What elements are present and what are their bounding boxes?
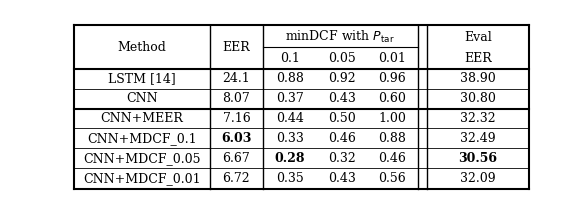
Text: EER: EER: [464, 52, 492, 65]
Text: 0.46: 0.46: [379, 152, 406, 165]
Text: 0.60: 0.60: [379, 92, 406, 105]
Text: 0.46: 0.46: [329, 132, 356, 145]
Text: 0.56: 0.56: [379, 172, 406, 185]
Text: 38.90: 38.90: [460, 72, 496, 85]
Text: Eval: Eval: [464, 31, 492, 44]
Text: 30.56: 30.56: [459, 152, 497, 165]
Text: EER: EER: [222, 40, 250, 54]
Text: 1.00: 1.00: [379, 112, 406, 125]
Text: 0.05: 0.05: [329, 52, 356, 65]
Text: 6.03: 6.03: [221, 132, 252, 145]
Text: 0.33: 0.33: [276, 132, 304, 145]
Text: 0.28: 0.28: [275, 152, 305, 165]
Text: 32.09: 32.09: [460, 172, 496, 185]
Text: 6.67: 6.67: [222, 152, 250, 165]
Text: 0.35: 0.35: [276, 172, 304, 185]
Text: LSTM [14]: LSTM [14]: [108, 72, 176, 85]
Text: 0.37: 0.37: [276, 92, 304, 105]
Text: CNN+MEER: CNN+MEER: [101, 112, 183, 125]
Text: 32.32: 32.32: [460, 112, 496, 125]
Text: 0.96: 0.96: [379, 72, 406, 85]
Text: Method: Method: [118, 40, 166, 54]
Text: 30.80: 30.80: [460, 92, 496, 105]
Text: 0.50: 0.50: [329, 112, 356, 125]
Text: 0.88: 0.88: [379, 132, 406, 145]
Text: 7.16: 7.16: [222, 112, 250, 125]
Text: 32.49: 32.49: [460, 132, 496, 145]
Text: CNN+MDCF_0.05: CNN+MDCF_0.05: [83, 152, 201, 165]
Text: 0.32: 0.32: [329, 152, 356, 165]
Text: 0.92: 0.92: [329, 72, 356, 85]
Text: 0.44: 0.44: [276, 112, 304, 125]
Text: 0.43: 0.43: [329, 92, 356, 105]
Text: 0.01: 0.01: [379, 52, 406, 65]
Text: CNN+MDCF_0.1: CNN+MDCF_0.1: [87, 132, 196, 145]
Text: minDCF with $P_{\mathrm{tar}}$: minDCF with $P_{\mathrm{tar}}$: [285, 29, 395, 45]
Text: CNN+MDCF_0.01: CNN+MDCF_0.01: [83, 172, 201, 185]
Text: 0.88: 0.88: [276, 72, 304, 85]
Text: 8.07: 8.07: [222, 92, 250, 105]
Text: 0.43: 0.43: [329, 172, 356, 185]
Text: 0.1: 0.1: [280, 52, 300, 65]
Text: 6.72: 6.72: [223, 172, 250, 185]
Text: CNN: CNN: [126, 92, 158, 105]
Text: 24.1: 24.1: [222, 72, 250, 85]
